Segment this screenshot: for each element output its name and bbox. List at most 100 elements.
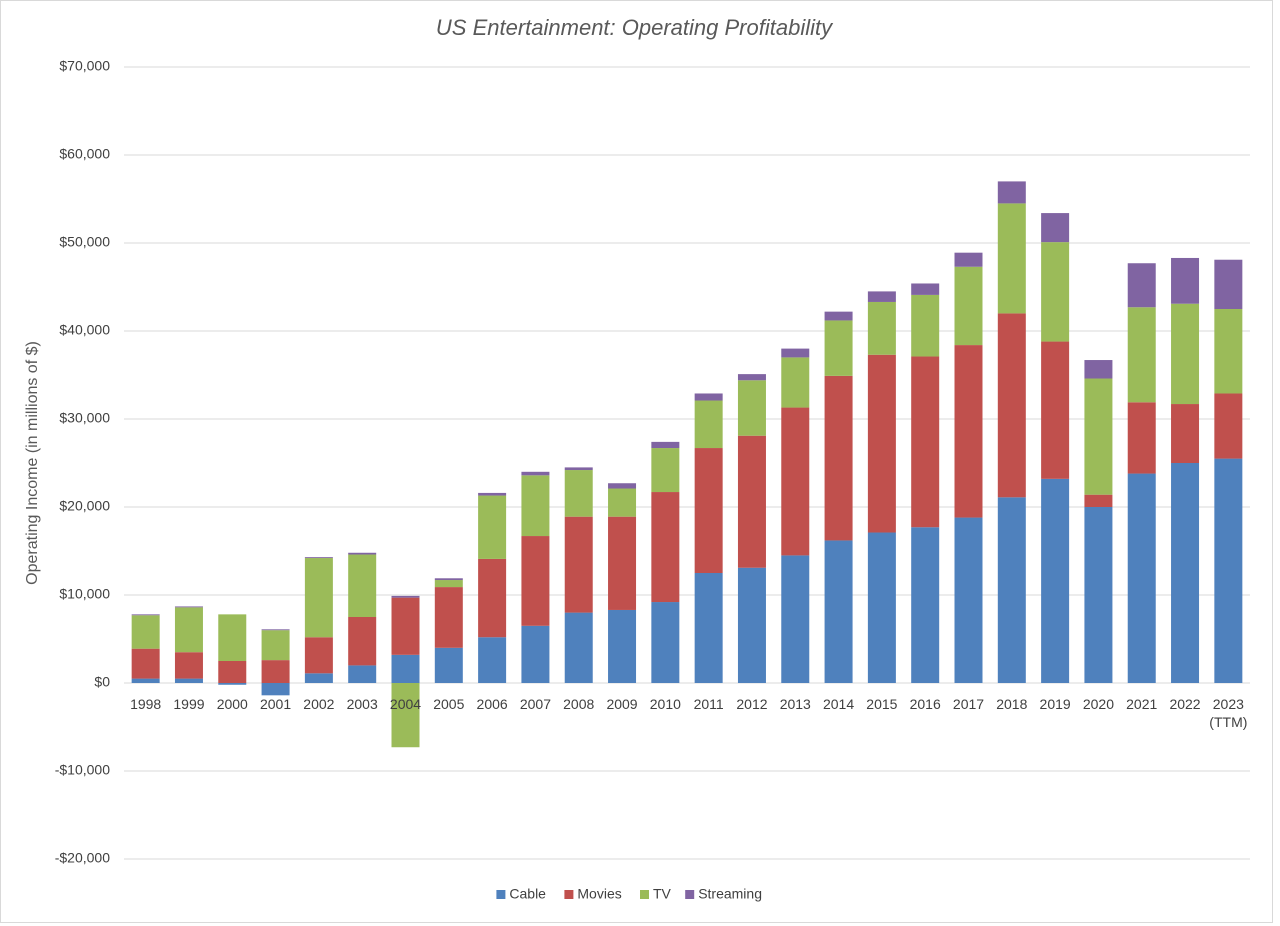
bar-segment bbox=[348, 665, 377, 683]
bar-segment bbox=[564, 470, 593, 517]
bar-segment bbox=[781, 407, 810, 556]
bar-segment bbox=[824, 540, 853, 683]
bar-segment bbox=[1214, 259, 1243, 309]
bar-segment bbox=[651, 441, 680, 449]
bar-segment bbox=[651, 448, 680, 493]
bar-segment bbox=[304, 673, 333, 683]
x-tick-label: 2004 bbox=[389, 696, 422, 712]
y-tick-label: $40,000 bbox=[59, 322, 110, 338]
bar-segment bbox=[391, 595, 420, 598]
bar-segment bbox=[218, 661, 247, 683]
legend-label: Cable bbox=[509, 886, 546, 902]
bar-segment bbox=[954, 266, 983, 346]
bar-segment bbox=[867, 301, 896, 355]
bar-segment bbox=[434, 578, 463, 581]
bar-segment bbox=[348, 617, 377, 666]
x-tick-label: 2022 bbox=[1169, 696, 1201, 712]
bar-segment bbox=[997, 181, 1026, 204]
bar-segment bbox=[174, 678, 203, 683]
bar-segment bbox=[348, 552, 377, 555]
x-tick-label: 1998 bbox=[130, 696, 162, 712]
x-tick-label: 2018 bbox=[996, 696, 1028, 712]
bar-segment bbox=[174, 606, 203, 608]
bar-segment bbox=[694, 400, 723, 449]
bar-segment bbox=[478, 637, 507, 683]
y-tick-label: $20,000 bbox=[59, 498, 110, 514]
bar-segment bbox=[304, 558, 333, 638]
x-tick-label: 2013 bbox=[779, 696, 811, 712]
x-tick-label: 2015 bbox=[866, 696, 898, 712]
bar-segment bbox=[608, 516, 637, 610]
bar-segment bbox=[954, 345, 983, 518]
bar-segment bbox=[608, 488, 637, 517]
x-tick-label: 2003 bbox=[346, 696, 378, 712]
x-tick-label: 2020 bbox=[1082, 696, 1114, 712]
bar-segment bbox=[1127, 263, 1156, 308]
bar-segment bbox=[131, 615, 160, 649]
bar-segment bbox=[1171, 303, 1200, 405]
bar-segment bbox=[521, 536, 550, 626]
bar-segment bbox=[911, 294, 940, 357]
x-tick-label: 2001 bbox=[259, 696, 292, 712]
bar-segment bbox=[174, 607, 203, 653]
x-tick-label: 2000 bbox=[216, 696, 248, 712]
bar-segment bbox=[261, 630, 290, 661]
bar-segment bbox=[478, 558, 507, 638]
bar-segment bbox=[1171, 404, 1200, 463]
bar-segment bbox=[608, 483, 637, 489]
y-tick-label: -$10,000 bbox=[55, 762, 110, 778]
bar-segment bbox=[564, 467, 593, 471]
x-tick-label: 2016 bbox=[909, 696, 941, 712]
bar-segment bbox=[1214, 458, 1243, 683]
x-tick-label: 1999 bbox=[173, 696, 205, 712]
bar-segment bbox=[304, 557, 333, 559]
bar-segment bbox=[651, 492, 680, 603]
x-tick-label: 2008 bbox=[563, 696, 595, 712]
bar-segment bbox=[737, 435, 766, 568]
bar-segment bbox=[824, 320, 853, 376]
bar-segment bbox=[1084, 360, 1113, 379]
bar-segment bbox=[954, 517, 983, 683]
bar-segment bbox=[478, 492, 507, 496]
x-tick-label: 2011 bbox=[693, 696, 724, 712]
bar-segment bbox=[997, 313, 1026, 498]
bar-segment bbox=[1171, 257, 1200, 304]
y-tick-label: $50,000 bbox=[59, 234, 110, 250]
bar-segment bbox=[911, 283, 940, 295]
bar-segment bbox=[1127, 402, 1156, 474]
y-tick-label: $10,000 bbox=[59, 586, 110, 602]
bar-segment bbox=[694, 393, 723, 401]
bar-segment bbox=[131, 614, 160, 616]
legend-swatch bbox=[685, 890, 695, 899]
y-tick-label: $0 bbox=[94, 674, 110, 690]
bar-segment bbox=[174, 652, 203, 679]
bar-segment bbox=[304, 637, 333, 674]
bar-segment bbox=[608, 609, 637, 683]
x-tick-label: 2017 bbox=[952, 696, 985, 712]
bar-segment bbox=[781, 348, 810, 358]
y-tick-label: $30,000 bbox=[59, 410, 110, 426]
legend-swatch bbox=[564, 890, 574, 899]
bar-segment bbox=[391, 654, 420, 683]
legend-swatch bbox=[496, 890, 506, 899]
bar-segment bbox=[1214, 393, 1243, 459]
bar-segment bbox=[434, 580, 463, 588]
x-tick-label: 2021 bbox=[1126, 696, 1158, 712]
bar-segment bbox=[997, 497, 1026, 683]
x-tick-label: 2012 bbox=[736, 696, 768, 712]
bar-segment bbox=[737, 567, 766, 683]
bar-segment bbox=[261, 660, 290, 683]
bar-segment bbox=[1041, 341, 1070, 479]
x-tick-label: 2014 bbox=[822, 696, 855, 712]
bar-segment bbox=[824, 311, 853, 321]
bar-segment bbox=[261, 629, 290, 631]
x-tick-label: 2023 (TTM) bbox=[1209, 696, 1248, 730]
bar-segment bbox=[737, 374, 766, 381]
bar-segment bbox=[867, 532, 896, 683]
y-tick-label: $70,000 bbox=[59, 58, 110, 74]
bar-segment bbox=[391, 597, 420, 655]
bar-segment bbox=[1171, 463, 1200, 683]
x-tick-label: 2019 bbox=[1039, 696, 1071, 712]
bar-segment bbox=[651, 602, 680, 683]
